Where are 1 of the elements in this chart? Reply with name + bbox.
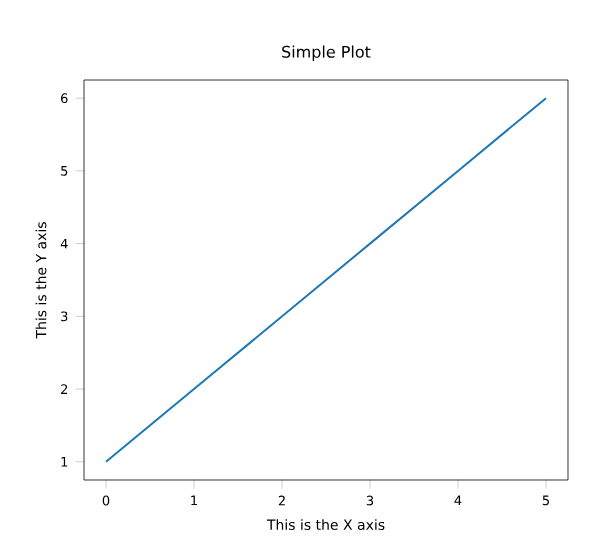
chart-title: Simple Plot	[282, 45, 371, 61]
